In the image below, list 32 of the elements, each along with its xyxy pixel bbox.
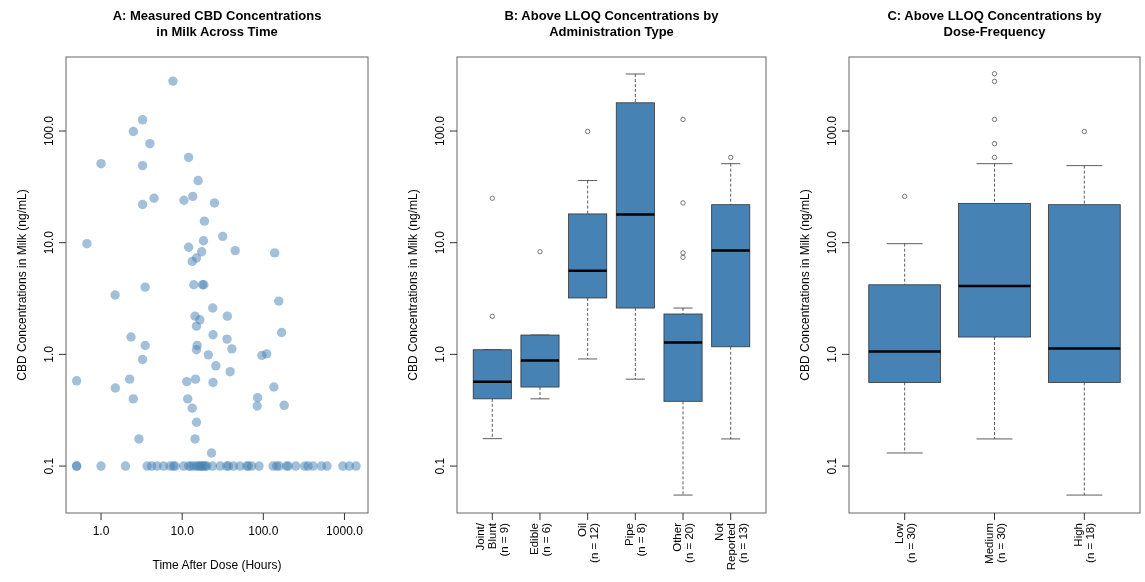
y-axis-title: CBD Concentrations in Milk (ng/mL) xyxy=(798,189,812,381)
x-tick-label: High (n = 18) xyxy=(1072,522,1097,563)
y-tick-label: 10.0 xyxy=(825,230,839,255)
y-axis-title: CBD Concentrations in Milk (ng/mL) xyxy=(406,189,420,381)
y-tick-label: 1.0 xyxy=(825,345,839,363)
y-tick-label: 1.0 xyxy=(433,345,447,363)
x-tick-label: Pipe (n = 8) xyxy=(623,522,648,557)
x-tick-label: Edible (n = 6) xyxy=(527,522,552,557)
x-tick-label: Oil (n = 12) xyxy=(575,522,600,563)
chart-title: B: Above LLOQ Concentrations by Administration Type xyxy=(504,8,720,39)
y-tick-label: 1.0 xyxy=(42,345,56,363)
y-tick-label: 100.0 xyxy=(433,115,447,147)
x-tick-label: Not Reported (n = 13) xyxy=(712,522,749,571)
chart-title: C: Above LLOQ Concentrations by Dose-Frequency xyxy=(887,8,1103,39)
x-tick-label: Medium (n = 30) xyxy=(982,522,1007,564)
y-tick-label: 0.1 xyxy=(42,457,56,475)
x-tick-label: Joint/ Blunt (n = 9) xyxy=(474,522,511,557)
y-tick-label: 0.1 xyxy=(433,457,447,475)
y-tick-label: 0.1 xyxy=(825,457,839,475)
y-tick-label: 10.0 xyxy=(42,230,56,255)
x-tick-label: 100.0 xyxy=(248,524,279,538)
x-tick-label: 1.0 xyxy=(92,524,110,538)
x-tick-label: 1000.0 xyxy=(326,524,364,538)
y-tick-label: 10.0 xyxy=(433,230,447,255)
y-axis-title: CBD Concentrations in Milk (ng/mL) xyxy=(15,189,29,381)
y-tick-label: 100.0 xyxy=(42,115,56,147)
x-tick-label: Other (n = 20) xyxy=(671,522,696,563)
y-tick-label: 100.0 xyxy=(825,115,839,147)
x-tick-label: 10.0 xyxy=(170,524,195,538)
x-tick-label: Low (n = 30) xyxy=(892,522,917,563)
chart-title: A: Measured CBD Concentrations in Milk Across Time xyxy=(112,8,322,39)
x-axis-title: Time After Dose (Hours) xyxy=(152,558,282,572)
